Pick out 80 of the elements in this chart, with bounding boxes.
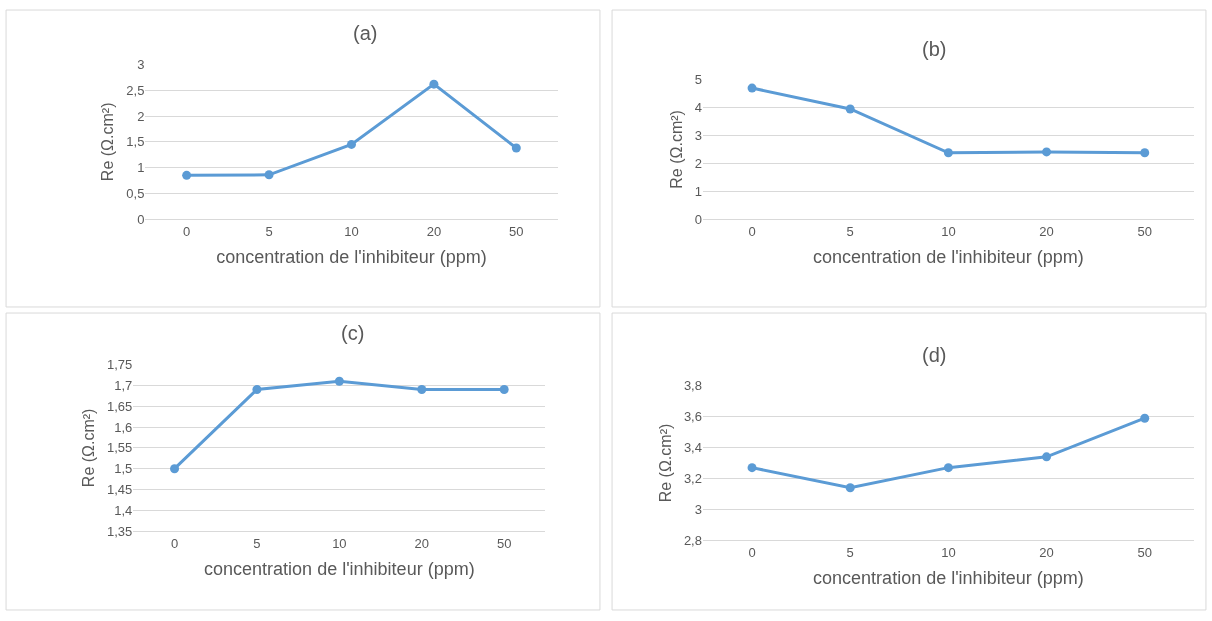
x-tick-label: 10 <box>344 223 359 239</box>
y-tick-label: 0 <box>137 211 145 227</box>
y-tick-label: 5 <box>694 72 702 88</box>
point <box>747 83 757 93</box>
point <box>511 143 521 153</box>
y-tick-label: 1,35 <box>107 523 133 539</box>
y-tick-label: 3 <box>137 57 145 73</box>
y-tick-label: 0 <box>694 211 702 227</box>
y-axis-title: Re (Ω.cm²) <box>79 408 97 488</box>
chart-title: (c) <box>341 322 365 344</box>
y-tick-label: 1,55 <box>107 440 133 456</box>
y-tick-label: 4 <box>694 100 702 116</box>
y-tick-label: 2 <box>694 155 702 171</box>
point <box>845 483 855 493</box>
y-tick-label: 3,6 <box>683 409 702 425</box>
y-tick-label: 1,4 <box>114 502 133 518</box>
x-tick-label: 5 <box>846 223 854 239</box>
x-tick-label: 0 <box>170 535 179 551</box>
y-tick-label: 1,5 <box>126 134 145 150</box>
point <box>417 385 427 395</box>
y-tick-label: 3,4 <box>683 440 702 456</box>
x-tick-label: 50 <box>509 223 524 239</box>
point <box>943 463 953 473</box>
x-axis-title: concentration de l'inhibiteur (ppm) <box>204 558 475 579</box>
y-tick-label: 1,65 <box>107 398 133 414</box>
point <box>182 170 192 180</box>
x-tick-label: 5 <box>253 535 261 551</box>
x-tick-label: 10 <box>941 544 956 560</box>
x-axis-title: concentration de l'inhibiteur (ppm) <box>813 246 1084 267</box>
y-tick-label: 1,45 <box>107 482 133 498</box>
chart-title: (d) <box>922 344 947 366</box>
point <box>1042 147 1052 157</box>
point <box>346 139 356 149</box>
y-tick-label: 3,2 <box>683 471 702 487</box>
y-tick-label: 3 <box>694 128 702 144</box>
point <box>334 376 344 386</box>
x-tick-label: 0 <box>748 544 756 560</box>
point <box>943 148 953 158</box>
point <box>170 464 180 474</box>
y-tick-label: 1,7 <box>114 377 133 393</box>
x-tick-label: 20 <box>1039 223 1054 239</box>
y-axis-title: Re (Ω.cm²) <box>656 423 674 503</box>
x-tick-label: 0 <box>183 223 191 239</box>
x-tick-label: 5 <box>846 544 854 560</box>
x-tick-label: 10 <box>332 535 347 551</box>
x-tick-label: 0 <box>748 223 756 239</box>
x-tick-label: 20 <box>426 223 442 239</box>
y-tick-label: 1,6 <box>114 419 133 435</box>
y-axis-title: Re (Ω.cm²) <box>99 102 117 182</box>
x-tick-label: 10 <box>941 223 956 239</box>
y-tick-label: 2 <box>137 108 145 124</box>
y-axis-title: Re (Ω.cm²) <box>667 110 685 189</box>
point <box>264 170 274 180</box>
y-tick-label: 2,5 <box>126 82 145 98</box>
point <box>1042 452 1052 462</box>
y-tick-label: 1,75 <box>107 357 133 373</box>
x-tick-label: 20 <box>414 535 430 551</box>
y-tick-label: 1 <box>137 160 145 176</box>
point <box>252 385 262 395</box>
x-tick-label: 50 <box>1137 544 1152 560</box>
x-axis-title: concentration de l'inhibiteur (ppm) <box>216 246 487 267</box>
point <box>1140 148 1150 158</box>
chart-title: (a) <box>353 22 378 44</box>
y-tick-label: 3 <box>694 501 702 517</box>
point <box>747 463 757 473</box>
x-tick-label: 50 <box>1137 223 1152 239</box>
y-tick-label: 1 <box>694 183 702 199</box>
x-tick-label: 50 <box>496 535 512 551</box>
chart-title: (b) <box>922 38 947 60</box>
y-tick-label: 3,8 <box>683 378 702 394</box>
y-tick-label: 0,5 <box>126 185 145 201</box>
point <box>1140 413 1150 423</box>
y-tick-label: 1,5 <box>114 461 133 477</box>
x-tick-label: 20 <box>1039 544 1054 560</box>
x-axis-title: concentration de l'inhibiteur (ppm) <box>813 567 1084 588</box>
point <box>429 79 439 89</box>
point <box>499 385 509 395</box>
x-tick-label: 5 <box>265 223 273 239</box>
point <box>845 104 855 114</box>
y-tick-label: 2,8 <box>683 532 702 548</box>
